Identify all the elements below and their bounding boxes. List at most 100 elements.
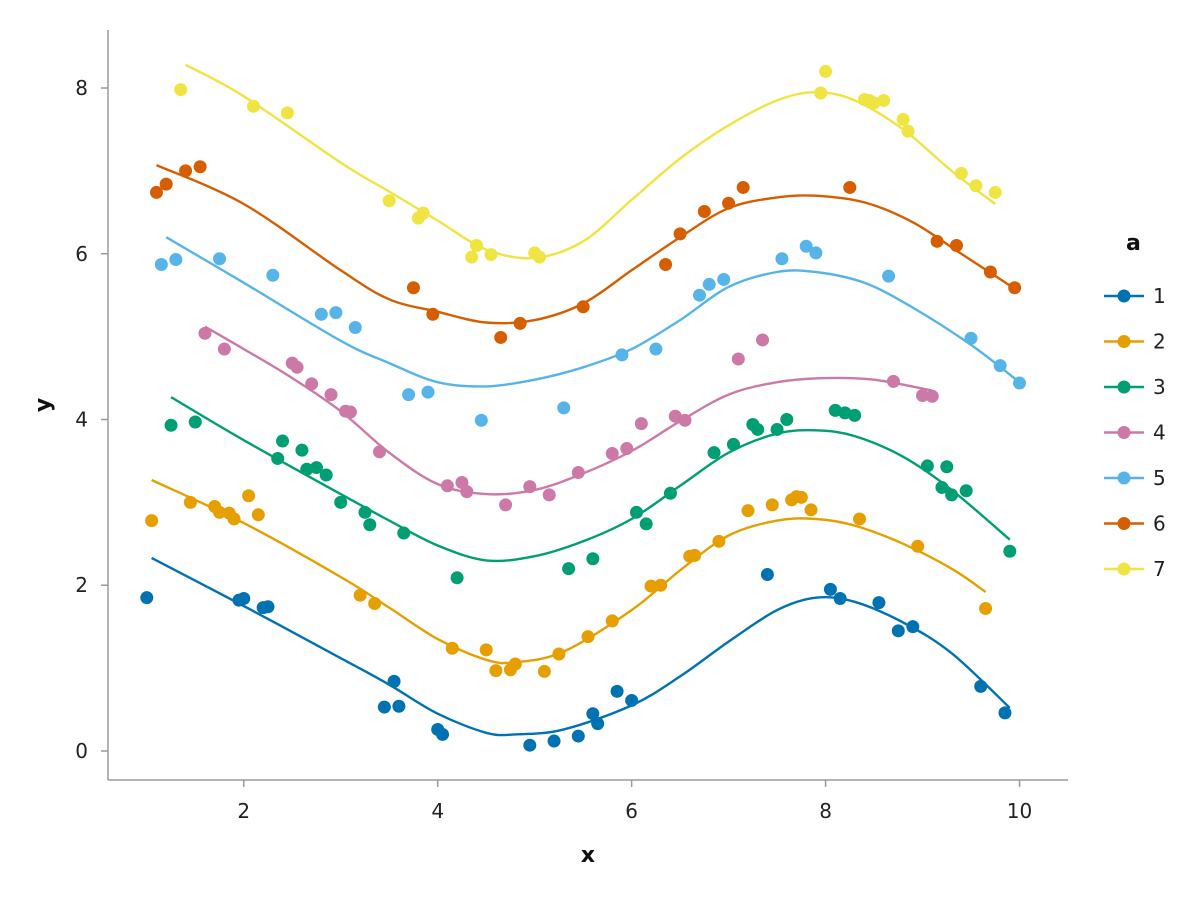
- series-5-point: [717, 272, 731, 286]
- series-4-point: [343, 405, 357, 419]
- series-3-point: [363, 518, 377, 532]
- series-2-point: [712, 534, 726, 548]
- series-3-point: [726, 437, 740, 451]
- series-1-point: [891, 624, 905, 638]
- series-1-point: [523, 738, 537, 752]
- series-3-point: [945, 488, 959, 502]
- series-7-point: [280, 106, 294, 120]
- y-axis-ticks: 0 2 4 6 8: [75, 76, 108, 763]
- series-1-trend-line: [151, 556, 1011, 737]
- legend-label: 1: [1153, 284, 1166, 308]
- y-tick-label: 8: [75, 76, 88, 100]
- series-5-point: [702, 277, 716, 291]
- series-4-point: [668, 409, 682, 423]
- series-5-point: [314, 307, 328, 321]
- series-3-point: [1003, 544, 1017, 558]
- series-3-point: [707, 446, 721, 460]
- series-3-point: [663, 486, 677, 500]
- legend-swatch-dot: [1117, 562, 1131, 576]
- series-3-point: [920, 459, 934, 473]
- series-4-trend-line: [204, 325, 933, 496]
- series-2-point: [368, 596, 382, 610]
- series-6-point: [159, 177, 173, 191]
- legend-item-2: 2: [1104, 330, 1166, 354]
- series-5-point: [348, 321, 362, 335]
- series-5-point: [1013, 376, 1027, 390]
- series-1-point: [823, 582, 837, 596]
- y-tick-label: 6: [75, 242, 88, 266]
- series-3-point: [309, 461, 323, 475]
- legend-swatch-dot: [1117, 335, 1131, 348]
- legend-label: 5: [1153, 466, 1166, 490]
- series-2-point: [741, 504, 755, 518]
- series-4: [198, 325, 939, 512]
- series-6-point: [843, 180, 857, 194]
- legend-swatch-dot: [1117, 380, 1131, 394]
- series-4-point: [290, 360, 304, 374]
- series-2-point: [605, 614, 619, 628]
- series-1-point: [261, 600, 275, 614]
- series-2-point: [213, 505, 227, 519]
- series-1-point: [760, 567, 774, 581]
- legend-item-1: 1: [1104, 284, 1166, 308]
- series-1-point: [591, 717, 605, 731]
- series-3-point: [164, 418, 178, 432]
- series-7-point: [484, 248, 498, 262]
- series-3-point: [586, 552, 600, 566]
- series-4-point: [916, 388, 930, 402]
- series-1-point: [998, 706, 1012, 720]
- series-5-point: [693, 288, 707, 302]
- series-1-point: [237, 592, 251, 606]
- legend-label: 4: [1153, 421, 1166, 445]
- x-tick-label: 10: [1007, 799, 1032, 823]
- series-3: [164, 396, 1017, 585]
- series-7-point: [416, 206, 430, 220]
- series-1-point: [586, 707, 600, 721]
- y-axis-title: y: [31, 398, 56, 412]
- series-2-point: [804, 503, 818, 517]
- series-2-point: [353, 588, 367, 602]
- y-tick-label: 0: [75, 739, 88, 763]
- legend-swatch-dot: [1117, 517, 1131, 530]
- series-5-point: [402, 388, 416, 402]
- series-3-point: [271, 451, 285, 465]
- series-5: [154, 236, 1027, 427]
- series-1-point: [547, 734, 561, 748]
- x-tick-label: 8: [819, 799, 832, 823]
- series-2-point: [489, 664, 503, 678]
- series-3-point: [639, 517, 653, 531]
- series-3-point: [935, 480, 949, 494]
- series-4-point: [571, 466, 585, 480]
- series-4-point: [217, 342, 231, 356]
- series-2-point: [552, 647, 566, 661]
- y-tick-label: 4: [75, 408, 88, 432]
- series-5-point: [809, 246, 823, 260]
- series-5-point: [649, 342, 663, 356]
- series-5-point: [993, 359, 1007, 373]
- series-5-point: [329, 306, 343, 320]
- series-5-point: [421, 385, 435, 399]
- series-3-point: [450, 571, 464, 585]
- series-7-point: [174, 83, 188, 97]
- series-1-point: [833, 592, 847, 606]
- series-2-point: [644, 579, 658, 593]
- x-tick-label: 2: [237, 799, 250, 823]
- series-6-point: [1008, 281, 1022, 295]
- series-2-point: [537, 664, 551, 678]
- series-3-point: [780, 413, 794, 427]
- series-4-point: [198, 326, 212, 340]
- series-2-point: [508, 657, 522, 671]
- series-7-point: [896, 113, 910, 127]
- series-4-point: [634, 417, 648, 431]
- series-3-point: [629, 505, 643, 519]
- series-6-point: [659, 258, 673, 272]
- series-2-point: [654, 578, 668, 592]
- series-2-point: [145, 514, 159, 528]
- series-7-point: [954, 166, 968, 180]
- series-4-point: [305, 377, 319, 391]
- series-2-point: [581, 630, 595, 644]
- series-2-point: [688, 548, 702, 562]
- series-4-point: [499, 498, 513, 512]
- series-4-point: [523, 480, 537, 494]
